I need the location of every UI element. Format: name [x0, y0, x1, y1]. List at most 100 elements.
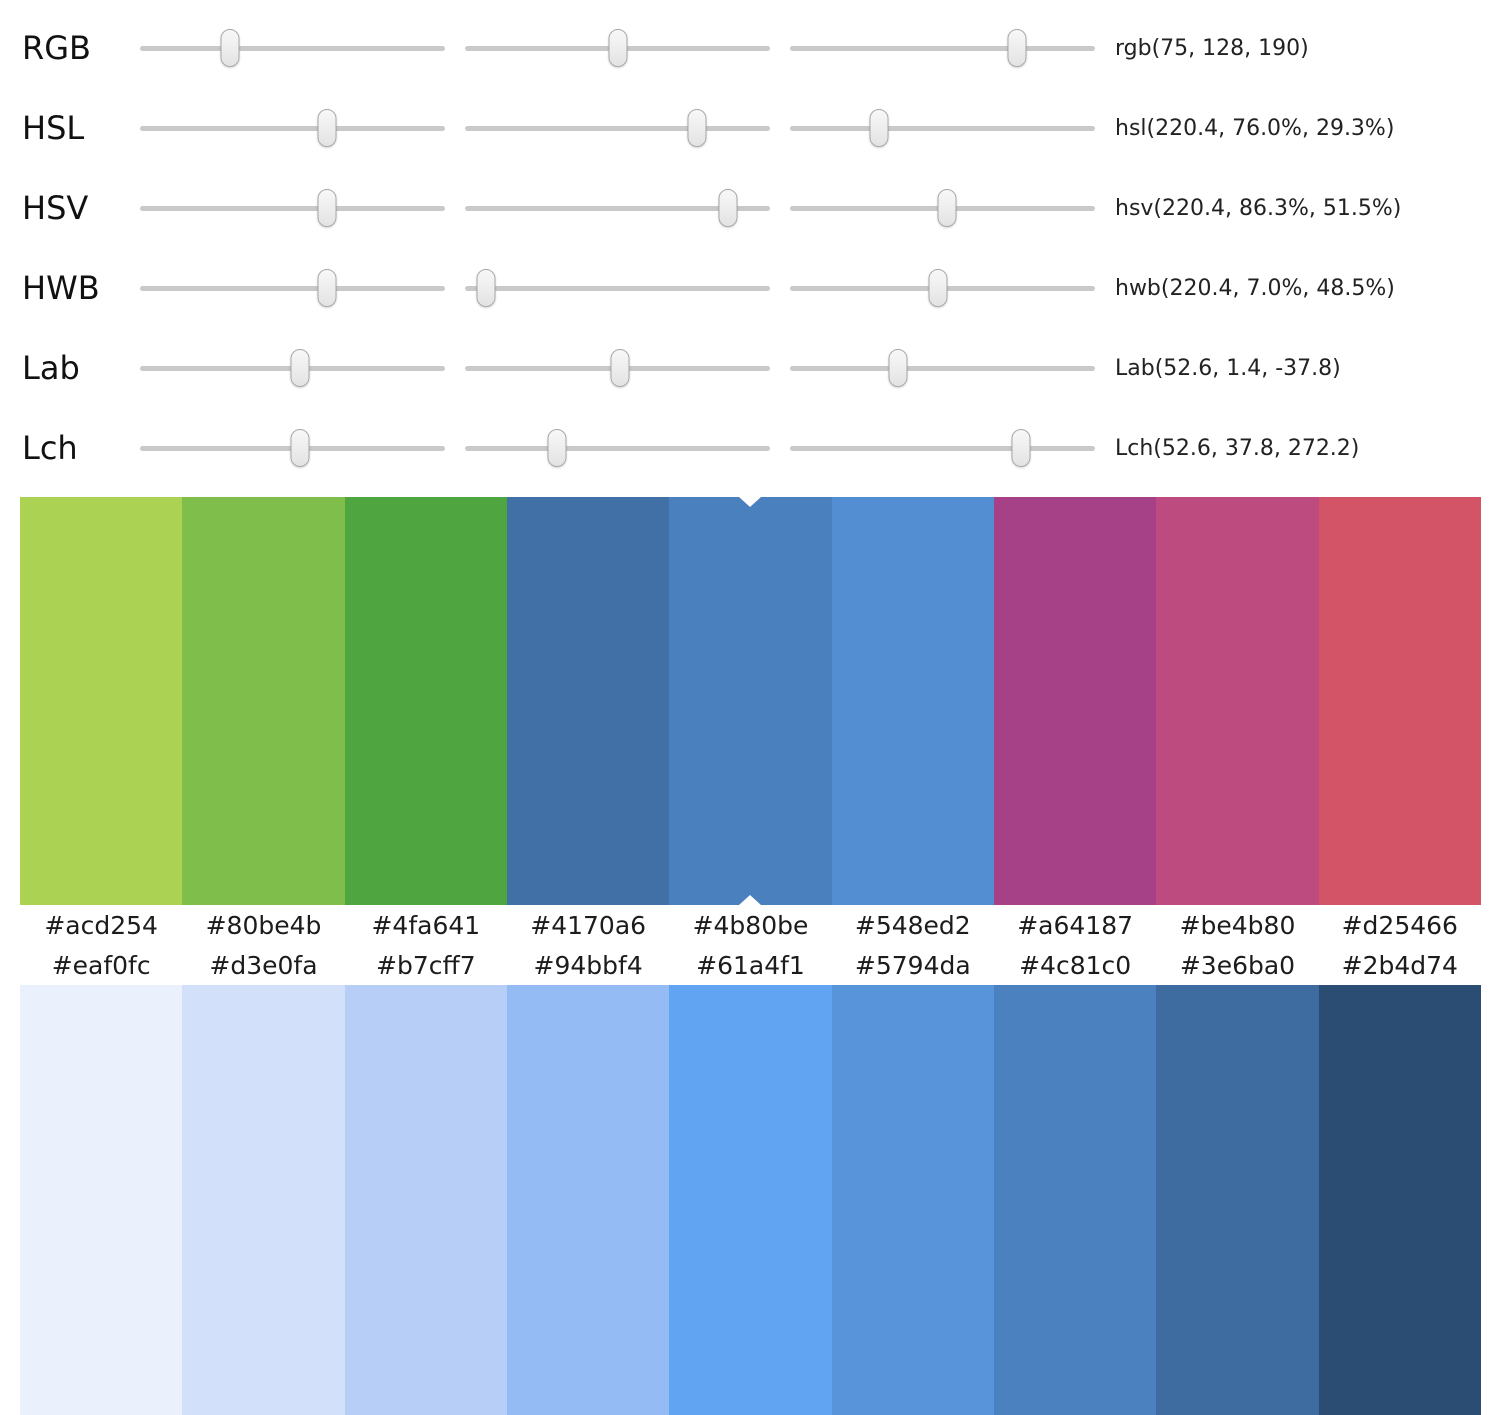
hsv-s-slider-track[interactable] [465, 205, 770, 211]
palette-swatch[interactable] [506, 497, 670, 905]
slider-row-hwb: HWB hwb(220.4, 7.0%, 48.5%) [0, 248, 1501, 328]
hsv-h-slider-thumb[interactable] [317, 189, 337, 227]
palette-swatch[interactable] [1318, 985, 1481, 1415]
lch-c-slider-track[interactable] [465, 445, 770, 451]
hsv-h-slider-track[interactable] [140, 205, 445, 211]
hex-label: #2b4d74 [1341, 950, 1458, 980]
palette-swatch[interactable] [344, 985, 507, 1415]
palette-swatch[interactable] [1318, 497, 1481, 905]
palette-swatch[interactable] [993, 985, 1157, 1415]
slider-row-rgb: RGB rgb(75, 128, 190) [0, 8, 1501, 88]
lab-value-text: Lab(52.6, 1.4, -37.8) [1115, 355, 1341, 381]
palette-swatch[interactable] [993, 497, 1157, 905]
lch-h-slider[interactable] [790, 425, 1095, 471]
palette-swatch[interactable] [831, 497, 994, 905]
lab-l-slider-thumb[interactable] [290, 349, 310, 387]
palette-swatch[interactable] [1156, 497, 1319, 905]
lch-l-slider-thumb[interactable] [290, 429, 310, 467]
hsl-h-slider[interactable] [140, 105, 445, 151]
hex-label: #4b80be [692, 910, 809, 940]
lch-h-slider-thumb[interactable] [1011, 429, 1031, 467]
hex-label: #be4b80 [1179, 910, 1296, 940]
hwb-w-slider-thumb[interactable] [476, 269, 496, 307]
palette-swatch[interactable] [831, 985, 994, 1415]
palette-swatch[interactable] [182, 985, 345, 1415]
hex-label: #a64187 [1017, 910, 1134, 940]
slider-row-lab: Lab Lab(52.6, 1.4, -37.8) [0, 328, 1501, 408]
hsl-h-slider-thumb[interactable] [317, 109, 337, 147]
lch-c-slider[interactable] [465, 425, 770, 471]
lab-l-slider[interactable] [140, 345, 445, 391]
lab-a-slider[interactable] [465, 345, 770, 391]
rgb-g-slider[interactable] [465, 25, 770, 71]
hwb-b-slider[interactable] [790, 265, 1095, 311]
hue-palette-hex-labels: #acd254 #80be4b #4fa641 #4170a6 #4b80be … [20, 905, 1481, 945]
hex-label: #d25466 [1341, 910, 1458, 940]
hsl-row-label: HSL [22, 109, 85, 147]
hex-label: #d3e0fa [209, 950, 318, 980]
hsv-v-slider[interactable] [790, 185, 1095, 231]
hsl-h-slider-track[interactable] [140, 125, 445, 131]
hue-palette-band [20, 497, 1481, 905]
hsv-h-slider[interactable] [140, 185, 445, 231]
palette-swatch[interactable] [20, 985, 183, 1415]
slider-row-lch: Lch Lch(52.6, 37.8, 272.2) [0, 408, 1501, 488]
rgb-b-slider[interactable] [790, 25, 1095, 71]
lab-b-slider-track[interactable] [790, 365, 1095, 371]
rgb-r-slider-thumb[interactable] [220, 29, 240, 67]
rgb-value-text: rgb(75, 128, 190) [1115, 35, 1309, 61]
rgb-r-slider-track[interactable] [140, 45, 445, 51]
shade-palette-hex-labels: #eaf0fc #d3e0fa #b7cff7 #94bbf4 #61a4f1 … [20, 945, 1481, 985]
hwb-w-slider[interactable] [465, 265, 770, 311]
hwb-h-slider-track[interactable] [140, 285, 445, 291]
hex-label: #4c81c0 [1019, 950, 1132, 980]
hwb-h-slider[interactable] [140, 265, 445, 311]
palette-swatch[interactable] [669, 985, 832, 1415]
hwb-h-slider-thumb[interactable] [317, 269, 337, 307]
selection-notch-bottom-icon [739, 895, 762, 905]
slider-row-hsl: HSL hsl(220.4, 76.0%, 29.3%) [0, 88, 1501, 168]
hsl-s-slider-thumb[interactable] [687, 109, 707, 147]
lch-l-slider[interactable] [140, 425, 445, 471]
rgb-row-label: RGB [22, 29, 91, 67]
hsv-row-label: HSV [22, 189, 89, 227]
hsl-l-slider[interactable] [790, 105, 1095, 151]
palette-swatch[interactable] [182, 497, 345, 905]
hsv-s-slider[interactable] [465, 185, 770, 231]
palette-swatch[interactable] [20, 497, 183, 905]
hsl-s-slider[interactable] [465, 105, 770, 151]
hwb-w-slider-track[interactable] [465, 285, 770, 291]
color-space-sliders: RGB rgb(75, 128, 190) HSL hsl(220.4, [0, 0, 1501, 488]
hsv-v-slider-thumb[interactable] [937, 189, 957, 227]
hsv-value-text: hsv(220.4, 86.3%, 51.5%) [1115, 195, 1402, 221]
lab-b-slider[interactable] [790, 345, 1095, 391]
palette-swatch[interactable] [506, 985, 670, 1415]
hsl-s-slider-track[interactable] [465, 125, 770, 131]
hwb-row-label: HWB [22, 269, 100, 307]
hex-label: #4170a6 [530, 910, 647, 940]
rgb-g-slider-thumb[interactable] [608, 29, 628, 67]
hex-label: #94bbf4 [533, 950, 643, 980]
lch-h-slider-track[interactable] [790, 445, 1095, 451]
hsl-l-slider-track[interactable] [790, 125, 1095, 131]
hex-label: #b7cff7 [376, 950, 476, 980]
lab-row-label: Lab [22, 349, 80, 387]
lch-c-slider-thumb[interactable] [547, 429, 567, 467]
rgb-r-slider[interactable] [140, 25, 445, 71]
palette-swatch[interactable] [344, 497, 507, 905]
palette-swatch-selected[interactable] [669, 497, 832, 905]
hex-label: #80be4b [205, 910, 322, 940]
hsl-l-slider-thumb[interactable] [869, 109, 889, 147]
rgb-b-slider-thumb[interactable] [1007, 29, 1027, 67]
lab-b-slider-thumb[interactable] [888, 349, 908, 387]
selection-notch-top-icon [739, 497, 762, 507]
hwb-b-slider-thumb[interactable] [928, 269, 948, 307]
rgb-b-slider-track[interactable] [790, 45, 1095, 51]
hex-label: #61a4f1 [696, 950, 805, 980]
hex-label: #acd254 [44, 910, 158, 940]
lab-a-slider-thumb[interactable] [610, 349, 630, 387]
lch-row-label: Lch [22, 429, 78, 467]
hsl-value-text: hsl(220.4, 76.0%, 29.3%) [1115, 115, 1395, 141]
hsv-s-slider-thumb[interactable] [718, 189, 738, 227]
palette-swatch[interactable] [1156, 985, 1319, 1415]
